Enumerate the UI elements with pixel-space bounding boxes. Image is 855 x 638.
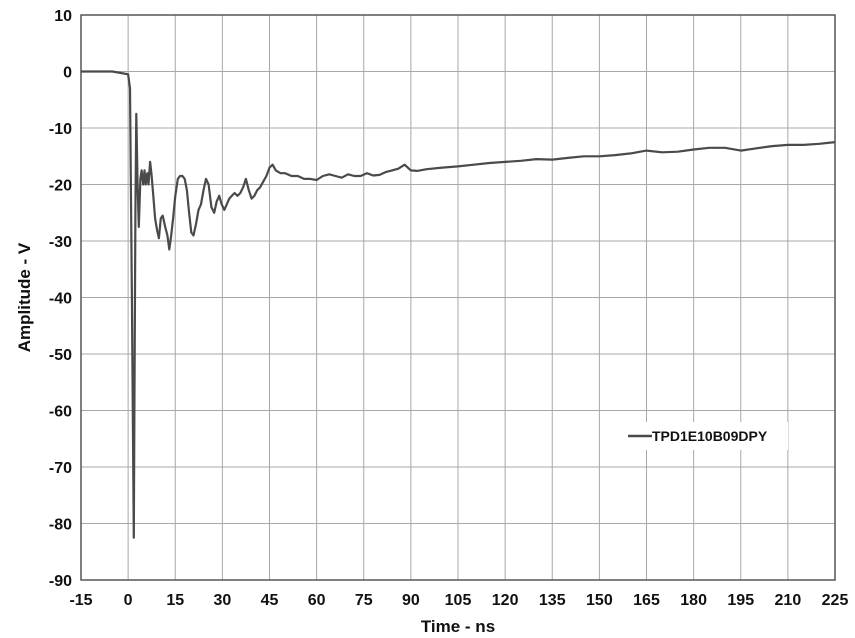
legend: TPD1E10B09DPY xyxy=(620,422,788,450)
x-tick-label: 195 xyxy=(727,592,754,609)
y-tick-label: 10 xyxy=(54,8,72,25)
x-tick-label: 165 xyxy=(633,592,660,609)
y-tick-label: -50 xyxy=(49,347,72,364)
x-tick-label: 90 xyxy=(402,592,420,609)
x-axis-title: Time - ns xyxy=(421,617,495,636)
y-tick-label: 0 xyxy=(63,65,72,82)
x-tick-label: 120 xyxy=(492,592,519,609)
grid-lines xyxy=(80,14,836,581)
x-tick-label: 210 xyxy=(775,592,802,609)
y-axis-ticks: 10 0 -10 -20 -30 -40 -50 -60 -70 -80 -90 xyxy=(49,8,72,590)
x-tick-label: 180 xyxy=(680,592,707,609)
plot-frame xyxy=(80,14,836,581)
y-tick-label: -60 xyxy=(49,404,72,421)
x-axis-ticks: -15 0 15 30 45 60 75 90 105 120 135 150 165 180 195 210… xyxy=(69,592,848,609)
x-tick-label: 135 xyxy=(539,592,566,609)
x-tick-label: 225 xyxy=(822,592,849,609)
y-tick-label: -40 xyxy=(49,291,72,308)
series-line-tpd1e10b09dpy xyxy=(81,70,836,539)
y-tick-label: -80 xyxy=(49,517,72,534)
x-tick-label: 75 xyxy=(355,592,373,609)
x-tick-label: 15 xyxy=(166,592,184,609)
y-tick-label: -90 xyxy=(49,573,72,590)
x-tick-label: -15 xyxy=(69,592,92,609)
legend-label: TPD1E10B09DPY xyxy=(652,428,768,444)
x-tick-label: 45 xyxy=(261,592,279,609)
x-tick-label: 105 xyxy=(445,592,472,609)
x-tick-label: 0 xyxy=(124,592,133,609)
y-tick-label: -30 xyxy=(49,234,72,251)
x-tick-label: 150 xyxy=(586,592,613,609)
y-tick-label: -20 xyxy=(49,178,72,195)
x-tick-label: 30 xyxy=(213,592,231,609)
x-tick-label: 60 xyxy=(308,592,326,609)
y-tick-label: -70 xyxy=(49,460,72,477)
y-tick-label: -10 xyxy=(49,121,72,138)
y-axis-title: Amplitude - V xyxy=(15,242,34,352)
